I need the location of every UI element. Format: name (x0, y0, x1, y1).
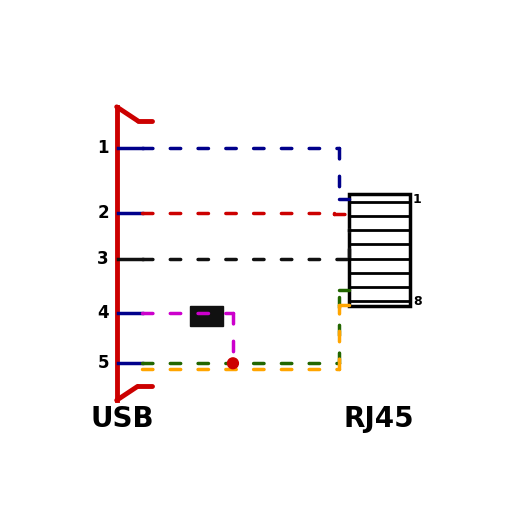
Text: 2: 2 (97, 204, 109, 222)
Bar (349, 194, 410, 306)
Text: USB: USB (90, 404, 154, 433)
Bar (190, 306, 223, 326)
Text: 8: 8 (413, 295, 421, 308)
Text: 1: 1 (97, 139, 109, 157)
Text: 5: 5 (97, 354, 109, 372)
Text: 4: 4 (97, 304, 109, 322)
Text: 3: 3 (97, 250, 109, 268)
Circle shape (227, 358, 239, 369)
Text: RJ45: RJ45 (344, 404, 414, 433)
Text: 1: 1 (413, 193, 421, 206)
